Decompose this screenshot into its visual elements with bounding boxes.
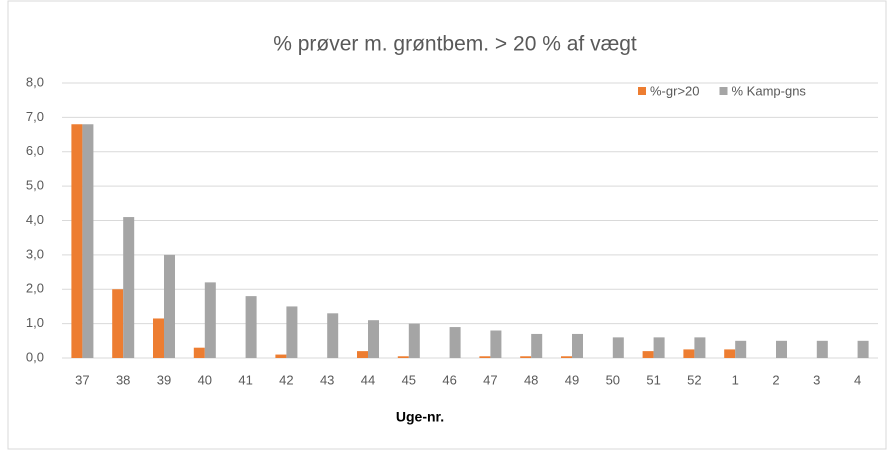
x-tick-label: 49 — [565, 372, 579, 387]
y-tick-label: 5,0 — [26, 178, 44, 193]
bar — [408, 323, 420, 358]
x-tick-label: 2 — [772, 372, 779, 387]
bar — [449, 327, 461, 358]
bar — [164, 254, 175, 358]
bar — [816, 340, 828, 358]
x-tick-label: 47 — [483, 372, 497, 387]
bar — [112, 289, 124, 358]
bar — [694, 337, 706, 358]
bar — [520, 356, 532, 358]
bar — [153, 318, 164, 358]
bar — [286, 306, 298, 358]
x-tick-label: 37 — [75, 372, 89, 387]
bar — [357, 351, 368, 358]
x-axis-label: Uge-nr. — [396, 409, 444, 425]
x-tick-label: 44 — [361, 372, 375, 387]
bar — [857, 340, 869, 358]
x-tick-label: 46 — [442, 372, 456, 387]
x-tick-label: 3 — [813, 372, 820, 387]
bar — [479, 356, 491, 358]
x-tick-label: 40 — [198, 372, 212, 387]
bar — [612, 337, 624, 358]
y-tick-label: 0,0 — [26, 349, 44, 364]
chart-frame — [7, 0, 887, 450]
bar — [123, 217, 135, 358]
bar — [397, 356, 409, 358]
bar — [776, 340, 787, 358]
legend-label: %-gr>20 — [650, 83, 700, 98]
bar — [204, 282, 216, 358]
y-tick-label: 6,0 — [26, 143, 44, 158]
x-tick-label: 51 — [646, 372, 660, 387]
legend-label: % Kamp-gns — [732, 83, 807, 98]
legend-swatch — [719, 87, 728, 95]
bar — [82, 124, 94, 358]
bar — [245, 296, 257, 358]
bar — [71, 124, 83, 358]
x-tick-label: 50 — [606, 372, 620, 387]
y-tick-label: 3,0 — [26, 246, 44, 261]
y-tick-label: 7,0 — [26, 109, 44, 124]
x-tick-label: 52 — [687, 372, 701, 387]
bar — [561, 356, 572, 358]
bar — [653, 337, 665, 358]
y-tick-label: 4,0 — [26, 212, 44, 227]
y-tick-label: 1,0 — [26, 315, 44, 330]
bar — [275, 354, 287, 358]
x-tick-label: 43 — [320, 372, 334, 387]
x-tick-label: 4 — [854, 372, 861, 387]
y-tick-label: 2,0 — [26, 281, 44, 296]
x-tick-label: 1 — [732, 372, 739, 387]
x-tick-label: 41 — [238, 372, 252, 387]
bar — [531, 333, 543, 358]
x-tick-label: 39 — [157, 372, 171, 387]
x-tick-label: 38 — [116, 372, 130, 387]
bar — [642, 351, 654, 358]
bar — [327, 313, 339, 358]
bar — [490, 330, 502, 358]
bar — [193, 347, 205, 358]
bar — [735, 340, 747, 358]
bar — [724, 349, 736, 358]
bar — [368, 320, 379, 358]
x-tick-label: 48 — [524, 372, 538, 387]
bar — [683, 349, 695, 358]
legend-swatch — [638, 87, 646, 95]
x-tick-label: 42 — [279, 372, 293, 387]
x-tick-label: 45 — [402, 372, 416, 387]
y-tick-label: 8,0 — [26, 74, 44, 89]
bar — [572, 333, 583, 358]
chart-title: % prøver m. grøntbem. > 20 % af vægt — [273, 33, 637, 56]
